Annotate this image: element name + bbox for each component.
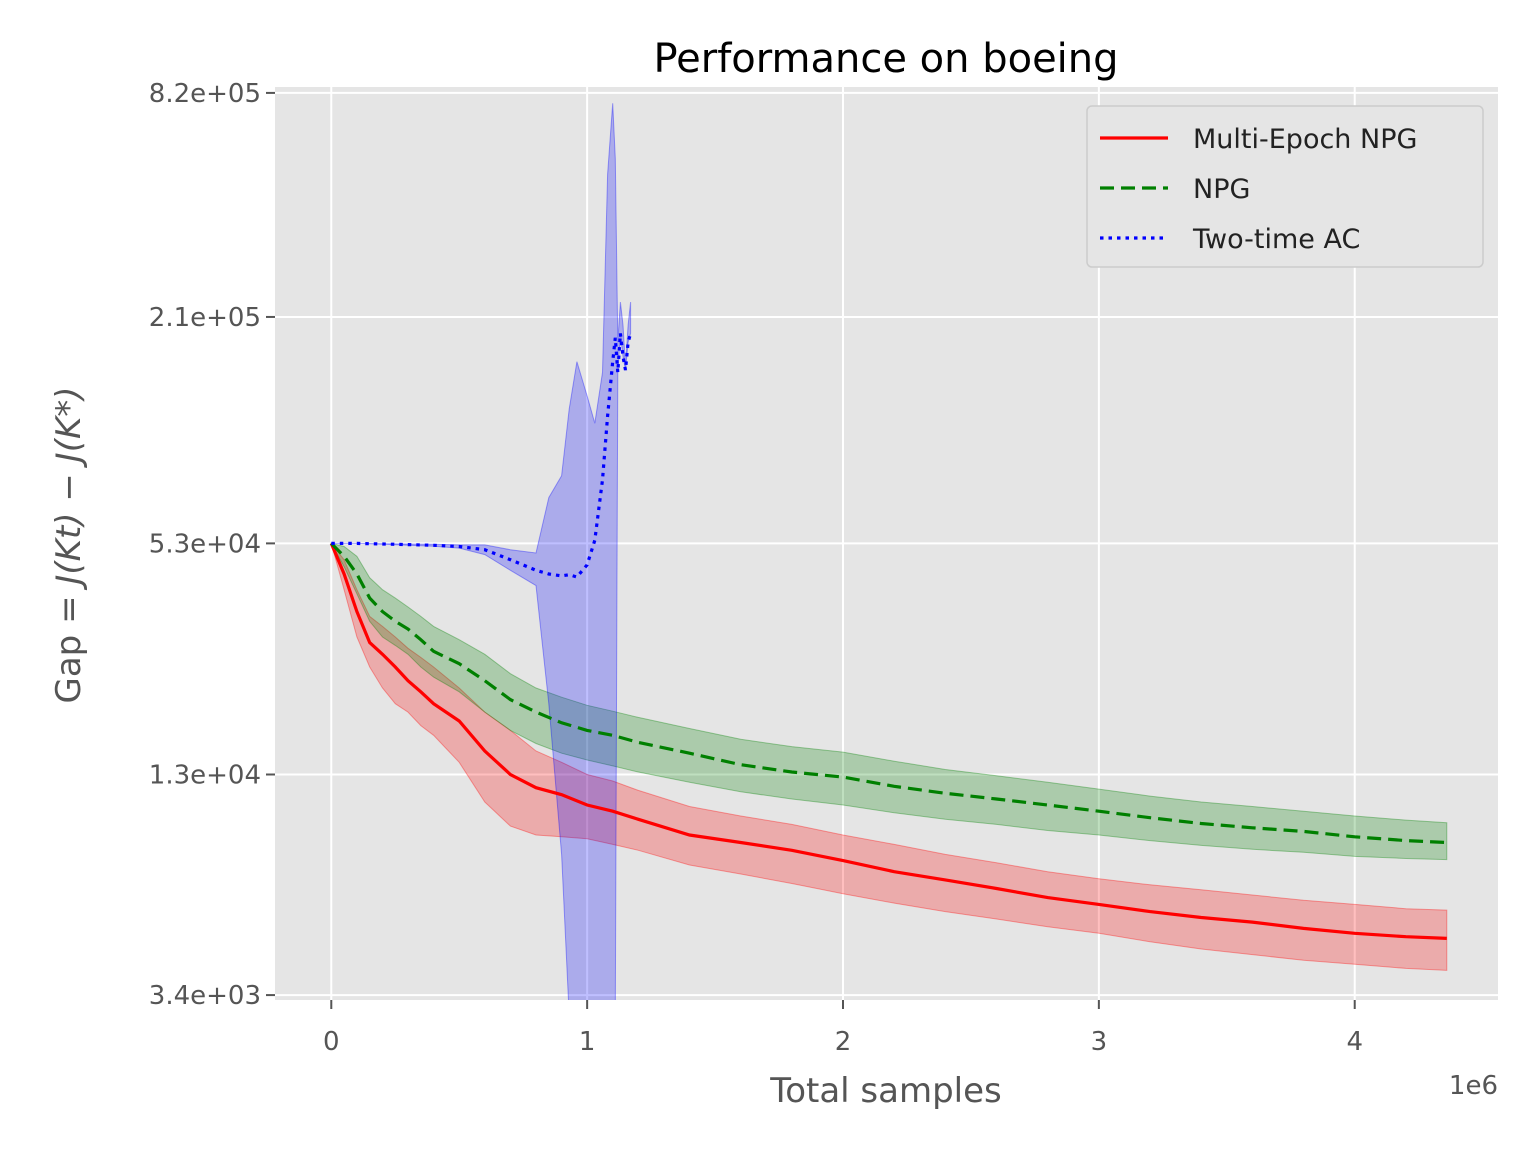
y-axis-label: Gap = J(Kt) − J(K*) (49, 386, 89, 703)
series-lines (329, 332, 1447, 940)
x-axis-offset-label: 1e6 (1449, 1071, 1498, 1101)
legend: Multi-Epoch NPG NPG Two-time AC (1086, 105, 1484, 268)
x-tick-label: 3 (1091, 1027, 1108, 1057)
x-tick-label: 4 (1346, 1027, 1363, 1057)
multi-epoch-npg-band (330, 543, 1448, 971)
y-tick-label: 1.3e+04 (149, 761, 261, 791)
x-tick-label: 1 (579, 1027, 596, 1057)
confidence-bands (330, 103, 1448, 1000)
multi-epoch-npg-line (329, 542, 1447, 940)
two-time-ac-band (331, 103, 632, 1000)
grid (275, 87, 1498, 1000)
legend-label-npg: NPG (1193, 174, 1250, 205)
legend-label-two-time-ac: Two-time AC (1192, 224, 1360, 255)
npg-line (330, 542, 1447, 845)
y-tick-label: 3.4e+03 (149, 981, 261, 1011)
x-tick-label: 0 (323, 1027, 340, 1057)
x-tick-label: 2 (835, 1027, 852, 1057)
y-axis-ticks: 3.4e+03 1.3e+04 5.3e+04 2.1e+05 8.2e+05 (149, 79, 275, 1011)
chart-title: Performance on boeing (653, 36, 1118, 82)
y-tick-label: 2.1e+05 (149, 303, 261, 333)
x-axis-ticks: 0 1 2 3 4 (323, 1000, 1363, 1057)
y-axis-label-prefix: Gap = (49, 585, 89, 704)
npg-band (330, 542, 1448, 861)
y-tick-label: 8.2e+05 (149, 79, 261, 109)
legend-box (1086, 105, 1484, 268)
x-axis-label: Total samples (769, 1071, 1002, 1111)
y-tick-label: 5.3e+04 (149, 529, 261, 559)
two-time-ac-line (331, 332, 633, 579)
y-axis-label-math: J(Kt) − J(K*) (49, 386, 89, 590)
legend-label-multi-epoch-npg: Multi-Epoch NPG (1193, 124, 1417, 155)
